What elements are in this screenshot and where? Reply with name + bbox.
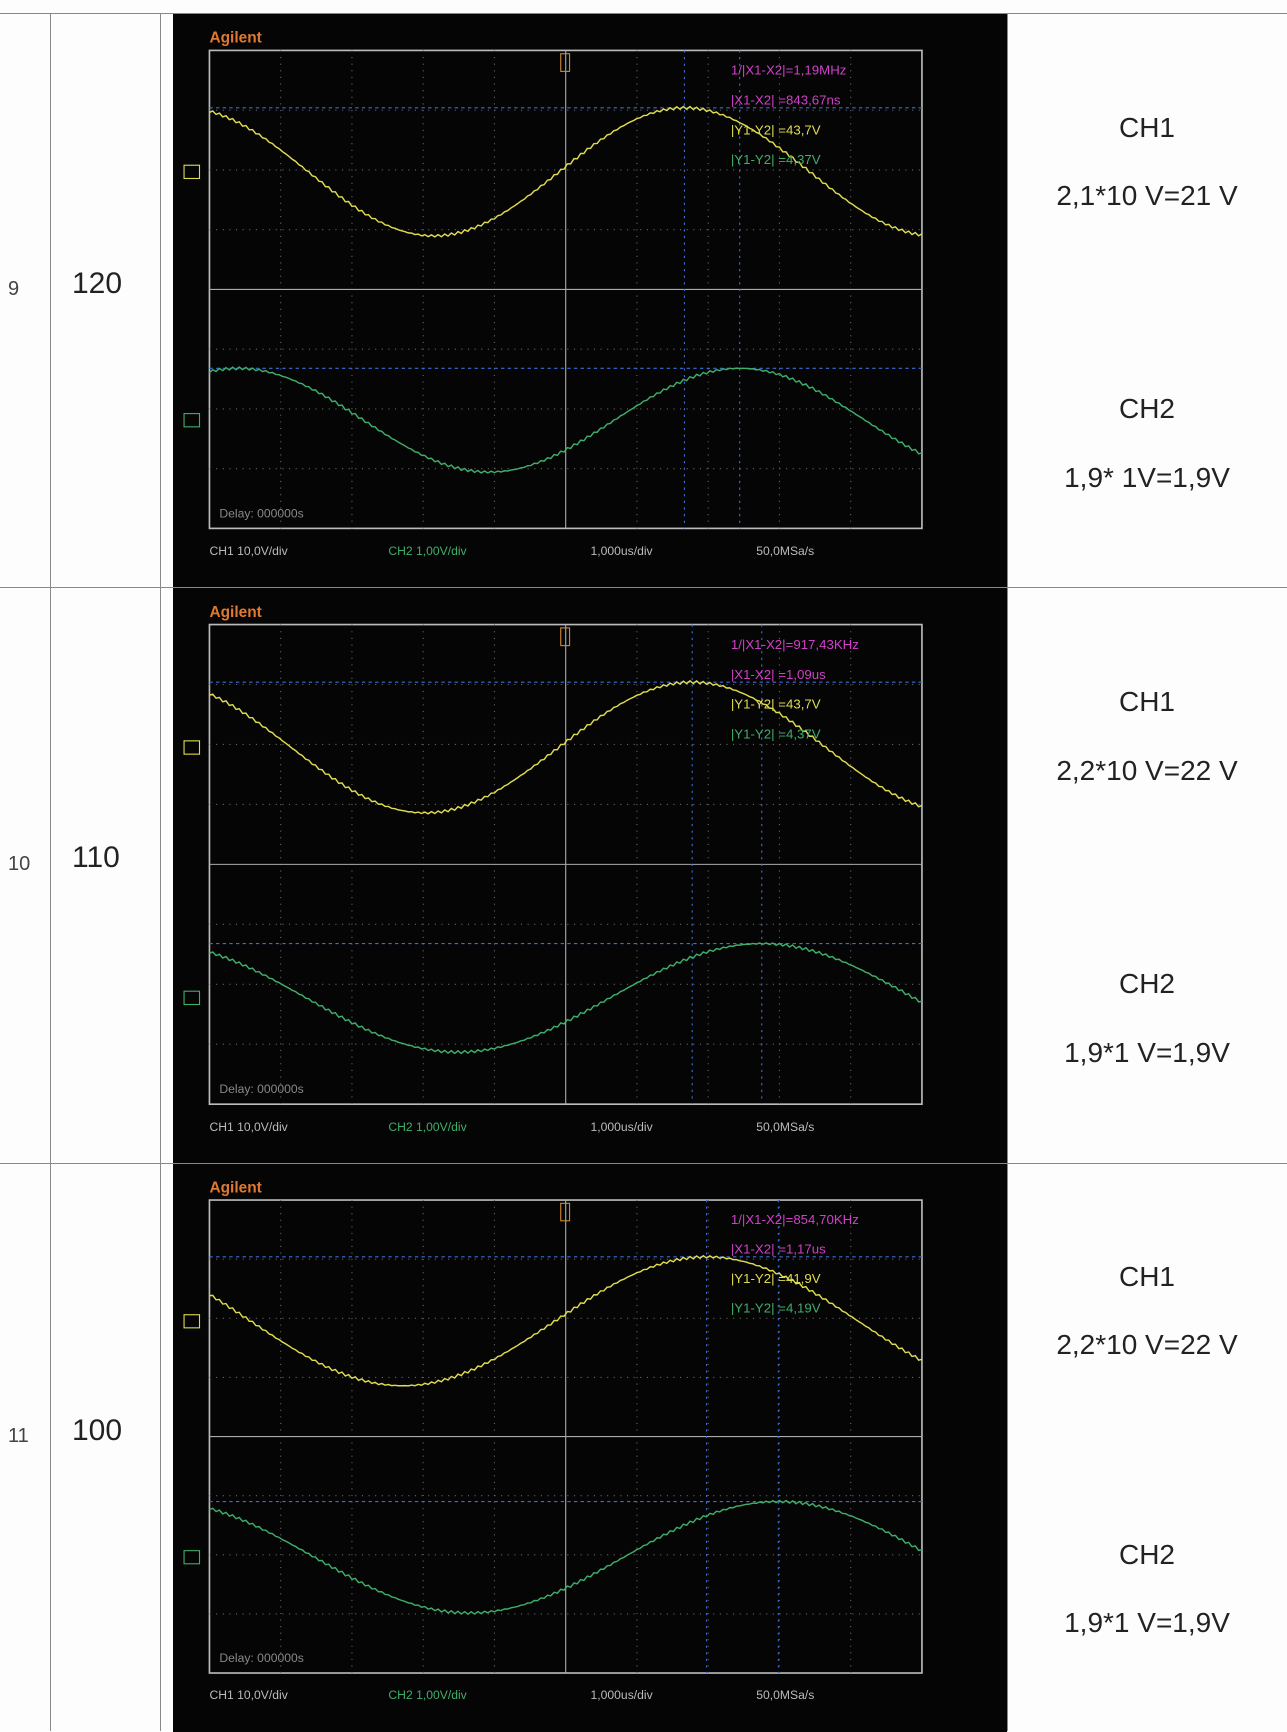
ch1-reading: 2,2*10 V=22 V bbox=[1007, 1329, 1287, 1361]
ch1-label: CH1 bbox=[1007, 686, 1287, 718]
column-border bbox=[160, 1164, 161, 1731]
delay: Delay: 000000s bbox=[219, 1082, 303, 1096]
ch2-marker bbox=[184, 414, 199, 427]
ch2-label: CH2 bbox=[1007, 393, 1287, 425]
column-border bbox=[160, 14, 161, 587]
ch2-marker bbox=[184, 991, 199, 1004]
oscilloscope-screen: Agilent 1/|X1-X2|=1,19MHz |X1-X2| =843,67n… bbox=[173, 14, 1007, 588]
status-text: 50,0MSa/s bbox=[756, 544, 814, 558]
ch1-marker bbox=[184, 1315, 199, 1328]
cursor-readout: 1/|X1-X2|=854,70KHz bbox=[731, 1212, 859, 1227]
status-text: 1,000us/div bbox=[591, 544, 654, 558]
ch2-marker bbox=[184, 1551, 199, 1564]
cursor-readout: |Y1-Y2| =4,19V bbox=[731, 1301, 821, 1316]
cursor-readout: |X1-X2| =843,67ns bbox=[731, 93, 841, 108]
ch1-label: CH1 bbox=[1007, 1261, 1287, 1293]
column-border bbox=[50, 14, 51, 587]
cursor-readout: |X1-X2| =1,09us bbox=[731, 667, 826, 682]
table: 9120CH12,1*10 V=21 VCH21,9* 1V=1,9VAgile… bbox=[0, 0, 1287, 1731]
status-text: 1,000us/div bbox=[591, 1120, 654, 1134]
status-text: CH1 10,0V/div bbox=[209, 544, 288, 558]
status-text: 50,0MSa/s bbox=[756, 1688, 814, 1702]
row-value: 110 bbox=[72, 841, 120, 875]
delay: Delay: 000000s bbox=[219, 1651, 303, 1665]
cursor-readout: 1/|X1-X2|=917,43KHz bbox=[731, 637, 859, 652]
cursor-readout: |Y1-Y2| =43,7V bbox=[731, 122, 821, 137]
cursor-readout: |Y1-Y2| =4,37V bbox=[731, 727, 821, 742]
column-border bbox=[50, 588, 51, 1163]
row-value: 120 bbox=[72, 267, 122, 301]
page: 9120CH12,1*10 V=21 VCH21,9* 1V=1,9VAgile… bbox=[0, 0, 1287, 1731]
ch2-reading: 1,9*1 V=1,9V bbox=[1007, 1037, 1287, 1069]
ch1-marker bbox=[184, 741, 199, 754]
column-border bbox=[1007, 588, 1008, 1163]
cursor-readout: |Y1-Y2| =4,37V bbox=[731, 152, 821, 167]
ch1-reading: 2,2*10 V=22 V bbox=[1007, 755, 1287, 787]
ch2-reading: 1,9*1 V=1,9V bbox=[1007, 1607, 1287, 1639]
status-text: CH2 1,00V/div bbox=[388, 1120, 467, 1134]
ch2-reading: 1,9* 1V=1,9V bbox=[1007, 462, 1287, 494]
column-border bbox=[1007, 1164, 1008, 1731]
status-text: CH1 10,0V/div bbox=[209, 1688, 287, 1702]
column-border bbox=[160, 588, 161, 1163]
brand: Agilent bbox=[209, 30, 261, 47]
column-border bbox=[50, 1164, 51, 1731]
row-value: 100 bbox=[72, 1414, 122, 1448]
ch1-label: CH1 bbox=[1007, 112, 1287, 144]
brand: Agilent bbox=[209, 1179, 261, 1196]
status-text: 50,0MSa/s bbox=[756, 1120, 814, 1134]
brand: Agilent bbox=[209, 604, 261, 621]
ch2-label: CH2 bbox=[1007, 968, 1287, 1000]
status-text: CH1 10,0V/div bbox=[209, 1120, 288, 1134]
ch1-reading: 2,1*10 V=21 V bbox=[1007, 180, 1287, 212]
cursor-readout: |X1-X2| =1,17us bbox=[731, 1242, 826, 1257]
oscilloscope-screen: Agilent 1/|X1-X2|=854,70KHz |X1-X2| =1,17u… bbox=[173, 1164, 1007, 1732]
cursor-readout: |Y1-Y2| =43,7V bbox=[731, 697, 821, 712]
delay: Delay: 000000s bbox=[219, 506, 303, 520]
row-number: 10 bbox=[8, 853, 42, 876]
row-number: 11 bbox=[8, 1425, 42, 1448]
ch2-label: CH2 bbox=[1007, 1539, 1287, 1571]
cursor-readout: |Y1-Y2| =41,9V bbox=[731, 1271, 821, 1286]
status-text: CH2 1,00V/div bbox=[388, 1688, 466, 1702]
oscilloscope-screen: Agilent 1/|X1-X2|=917,43KHz |X1-X2| =1,09u… bbox=[173, 588, 1007, 1164]
column-border bbox=[1007, 14, 1008, 587]
status-text: CH2 1,00V/div bbox=[388, 544, 467, 558]
status-text: 1,000us/div bbox=[591, 1688, 653, 1702]
row-number: 9 bbox=[8, 278, 42, 301]
ch1-marker bbox=[184, 165, 199, 178]
cursor-readout: 1/|X1-X2|=1,19MHz bbox=[731, 63, 847, 78]
